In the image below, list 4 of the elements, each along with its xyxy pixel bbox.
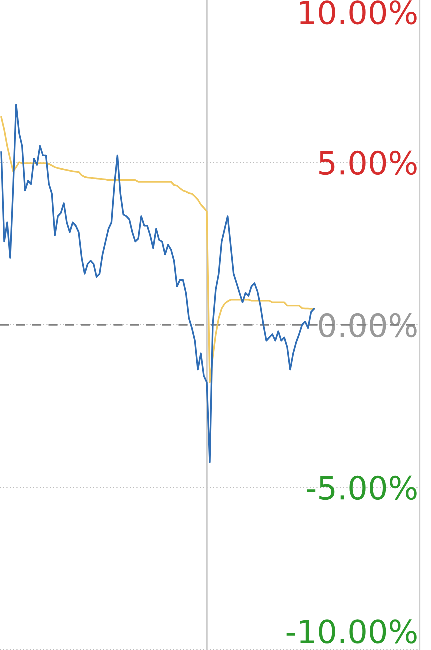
y-tick-label: -10.00% [286, 620, 417, 644]
y-tick-label: -5.00% [307, 476, 417, 500]
y-tick-label: 10.00% [300, 0, 417, 25]
y-tick-label: 5.00% [320, 150, 417, 176]
